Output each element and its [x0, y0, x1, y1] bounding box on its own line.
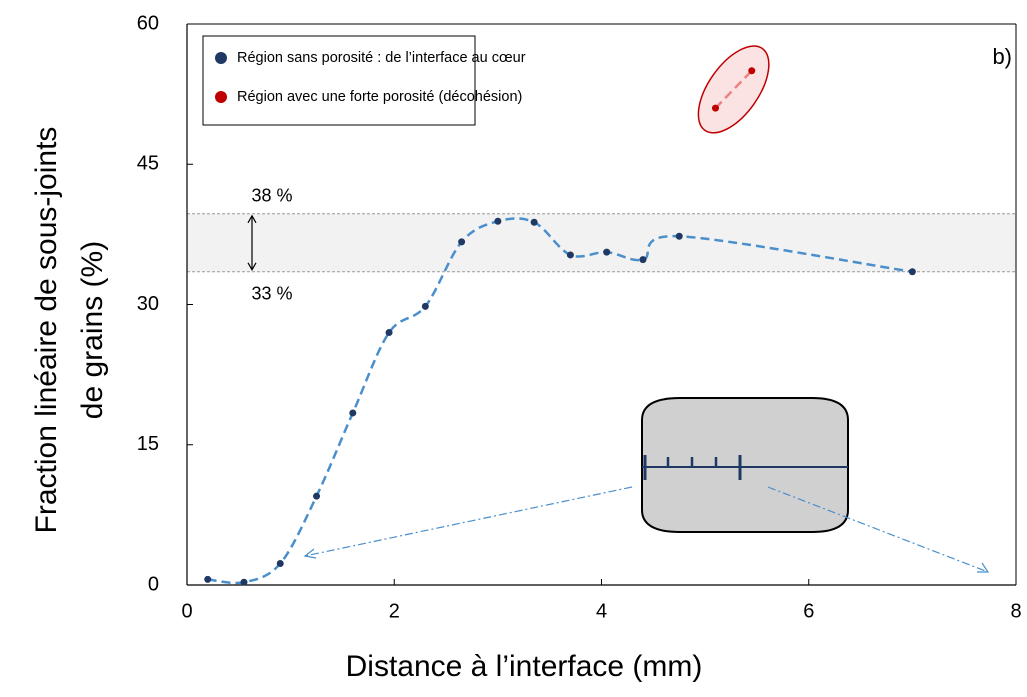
data-point: [530, 218, 538, 226]
legend-label: Région avec une forte porosité (décohési…: [237, 89, 522, 105]
panel-label: b): [992, 44, 1012, 69]
arrow-head: [247, 214, 257, 271]
x-tick-label: 4: [596, 600, 607, 622]
y-tick-label: 60: [137, 12, 159, 34]
x-axis-title: Distance à l’interface (mm): [346, 650, 703, 683]
band-label: 38 %: [251, 186, 292, 206]
x-tick-label: 6: [803, 600, 814, 622]
y-axis-title-line: Fraction linéaire de sous-joints: [30, 127, 63, 534]
highlight-ellipse: [697, 45, 770, 134]
y-tick-label: 30: [137, 293, 159, 315]
data-point: [603, 248, 611, 256]
x-tick-label: 0: [181, 600, 192, 622]
data-point: [204, 575, 212, 583]
data-point: [458, 238, 466, 246]
data-point: [421, 302, 429, 310]
y-tick-label: 15: [137, 433, 159, 455]
range-band: [187, 213, 1016, 272]
inset-sample: [303, 397, 990, 573]
x-tick-label: 8: [1010, 600, 1021, 622]
legend-label: Région sans porosité : de l’interface au…: [237, 50, 526, 66]
y-tick-label: 45: [137, 153, 159, 175]
data-point: [748, 67, 756, 75]
band-label: 33 %: [251, 284, 292, 304]
data-point: [385, 329, 393, 337]
legend-marker: [215, 52, 227, 64]
data-point: [566, 251, 574, 259]
data-point: [675, 232, 683, 240]
y-tick-label: 0: [148, 573, 159, 595]
y-axis-title: Fraction linéaire de sous-joints de grai…: [30, 127, 109, 534]
data-point: [908, 268, 916, 276]
data-point: [313, 492, 321, 500]
y-axis-title-line: de grains (%): [76, 241, 109, 419]
data-point: [240, 578, 248, 586]
series-line: [207, 217, 913, 585]
data-point: [349, 409, 357, 417]
data-point: [276, 559, 284, 567]
x-tick-label: 2: [389, 600, 400, 622]
legend-marker: [215, 91, 227, 103]
legend: Région sans porosité : de l’interface au…: [202, 35, 526, 126]
data-point: [494, 217, 502, 225]
data-point: [639, 256, 647, 264]
data-point: [711, 104, 719, 112]
